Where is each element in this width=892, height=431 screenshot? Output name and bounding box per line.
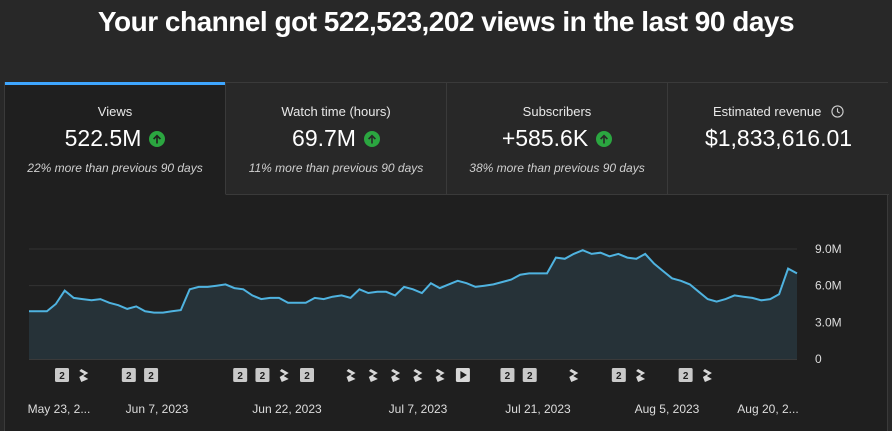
multi-upload-marker[interactable]: 2 <box>55 368 69 382</box>
arrow-up-icon <box>363 130 380 147</box>
metric-value: $1,833,616.01 <box>704 125 853 151</box>
multi-upload-marker[interactable]: 2 <box>500 368 515 382</box>
metric-tab-estimated-revenue[interactable]: Estimated revenue $1,833,616.01 <box>668 83 889 195</box>
x-tick-label: Jul 21, 2023 <box>505 402 571 416</box>
x-tick-label: Jun 22, 2023 <box>252 402 322 416</box>
shorts-marker-icon[interactable] <box>368 369 378 382</box>
svg-text:2: 2 <box>59 371 65 382</box>
metric-tab-subscribers[interactable]: Subscribers +585.6K 38% more than previo… <box>447 83 668 195</box>
series-line <box>29 249 798 314</box>
multi-upload-marker[interactable]: 2 <box>233 368 248 382</box>
svg-text:2: 2 <box>527 371 533 382</box>
page-headline: Your channel got 522,523,202 views in th… <box>97 6 795 37</box>
metric-label-wrap: Estimated revenue <box>668 104 889 119</box>
metric-value: 522.5M <box>64 125 142 151</box>
y-tick-label: 0 <box>815 352 822 366</box>
multi-upload-marker[interactable]: 2 <box>121 368 136 382</box>
clock-icon[interactable] <box>831 105 844 118</box>
multi-upload-marker[interactable]: 2 <box>144 368 159 382</box>
multi-upload-marker[interactable]: 2 <box>678 368 693 382</box>
content-markers: 2 2 2 2 2 2 2 2 2 2 <box>55 368 712 382</box>
x-tick-label: Jun 7, 2023 <box>126 402 189 416</box>
shorts-marker-icon[interactable] <box>279 369 289 382</box>
svg-text:2: 2 <box>126 371 132 382</box>
views-chart[interactable]: 0 3.0M 6.0M 9.0M 2 2 2 2 2 2 2 2 2 2 May 23, 2... Jun… <box>5 83 889 431</box>
metric-label: Estimated revenue <box>712 104 822 119</box>
x-tick-label: Jul 7, 2023 <box>389 402 448 416</box>
y-tick-label: 3.0M <box>815 315 842 329</box>
y-axis: 0 3.0M 6.0M 9.0M <box>815 242 842 366</box>
metric-comparison: 22% more than previous 90 days <box>27 161 203 175</box>
metric-label: Watch time (hours) <box>281 104 391 119</box>
shorts-marker-icon[interactable] <box>413 369 423 382</box>
shorts-marker-icon[interactable] <box>79 369 89 382</box>
video-marker-icon[interactable] <box>455 368 470 382</box>
shorts-marker-icon[interactable] <box>702 369 712 382</box>
multi-upload-marker[interactable]: 2 <box>300 368 314 382</box>
metric-value: +585.6K <box>501 125 589 151</box>
svg-text:2: 2 <box>505 371 511 382</box>
metric-tab-watch-time[interactable]: Watch time (hours) 69.7M 11% more than p… <box>226 83 447 195</box>
metric-tabs: Views 522.5M 22% more than previous 90 d… <box>5 82 889 195</box>
svg-text:2: 2 <box>148 371 154 382</box>
arrow-up-icon <box>596 130 613 147</box>
metric-label: Subscribers <box>522 104 592 119</box>
x-tick-label: Aug 5, 2023 <box>635 402 700 416</box>
y-tick-label: 6.0M <box>815 279 842 293</box>
svg-text:2: 2 <box>683 371 689 382</box>
multi-upload-marker[interactable]: 2 <box>611 368 626 382</box>
svg-text:2: 2 <box>237 371 243 382</box>
multi-upload-marker[interactable]: 2 <box>522 368 537 382</box>
x-tick-label: May 23, 2... <box>28 402 91 416</box>
shorts-marker-icon[interactable] <box>391 369 401 382</box>
x-axis: May 23, 2... Jun 7, 2023 Jun 22, 2023 Jul 7… <box>28 402 799 416</box>
metric-value: 69.7M <box>292 125 356 151</box>
shorts-marker-icon[interactable] <box>569 369 579 382</box>
metric-tab-views[interactable]: Views 522.5M 22% more than previous 90 d… <box>5 82 226 195</box>
svg-text:2: 2 <box>304 371 310 382</box>
svg-text:2: 2 <box>260 371 266 382</box>
analytics-card: Views 522.5M 22% more than previous 90 d… <box>4 82 889 431</box>
x-tick-label: Aug 20, 2... <box>737 402 798 416</box>
arrow-up-icon <box>149 130 166 147</box>
y-tick-label: 9.0M <box>815 242 842 256</box>
shorts-marker-icon[interactable] <box>435 369 445 382</box>
series-area <box>29 250 797 359</box>
multi-upload-marker[interactable]: 2 <box>255 368 270 382</box>
shorts-marker-icon[interactable] <box>346 369 356 382</box>
svg-text:2: 2 <box>616 371 622 382</box>
metric-comparison: 38% more than previous 90 days <box>469 161 645 175</box>
shorts-marker-icon[interactable] <box>636 369 646 382</box>
metric-comparison: 11% more than previous 90 days <box>248 161 424 175</box>
metric-label: Views <box>97 104 133 119</box>
